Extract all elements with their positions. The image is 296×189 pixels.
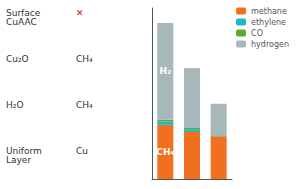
- svg-text:Layer: Layer: [6, 155, 31, 165]
- svg-text:✕: ✕: [76, 8, 84, 18]
- svg-text:hydrogen: hydrogen: [251, 40, 289, 49]
- svg-text:Cu: Cu: [76, 146, 88, 156]
- svg-text:Uniform: Uniform: [6, 146, 42, 157]
- svg-text:H₂O: H₂O: [6, 100, 23, 110]
- svg-text:CO: CO: [251, 29, 263, 38]
- svg-text:CH₄: CH₄: [76, 54, 93, 64]
- svg-text:CH₄: CH₄: [76, 100, 93, 110]
- svg-text:CuAAC: CuAAC: [6, 17, 37, 27]
- svg-text:Surface: Surface: [6, 7, 41, 18]
- svg-text:ethylene: ethylene: [251, 18, 286, 27]
- svg-text:Cu₂O: Cu₂O: [6, 54, 29, 64]
- svg-text:CH₄: CH₄: [156, 147, 174, 157]
- svg-text:H₂: H₂: [160, 66, 172, 76]
- svg-text:methane: methane: [251, 7, 287, 16]
